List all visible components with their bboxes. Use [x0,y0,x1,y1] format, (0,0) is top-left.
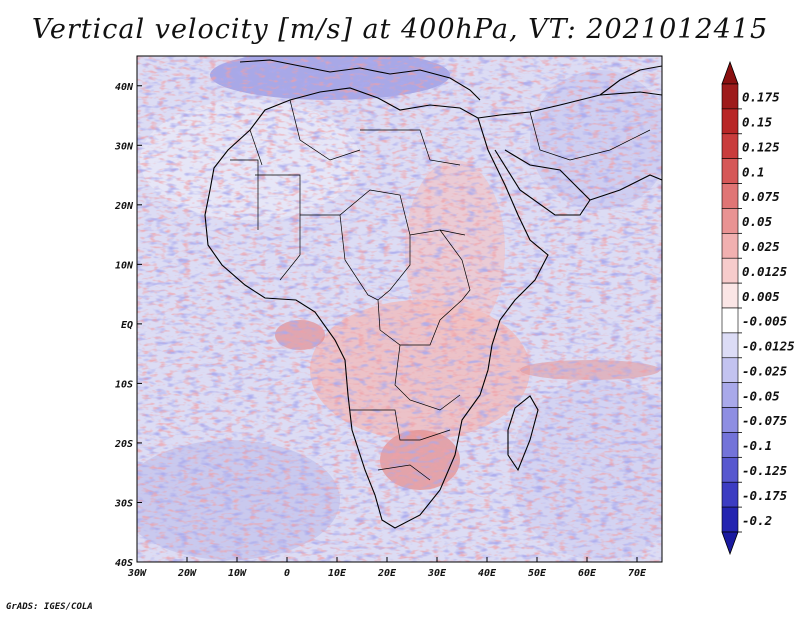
lon-tick-label: 30E [427,568,447,579]
colorbar-min-arrow [721,531,739,556]
colorbar-label: 0.05 [742,214,773,229]
colorbar-label: -0.175 [742,488,788,503]
credit-label: GrADS: IGES/COLA [6,602,93,612]
colorbar-swatch [721,382,739,408]
lat-tick-label: 40S [115,558,133,569]
colorbar-label: -0.125 [742,463,788,478]
colorbar-label: -0.0125 [742,339,795,354]
colorbar-label: 0.075 [742,189,780,204]
lon-tick-label: 10W [228,568,247,579]
colorbar-label: -0.2 [742,513,772,528]
lat-tick-label: 10S [115,379,133,390]
colorbar-label: -0.05 [742,388,780,403]
map-title: Vertical velocity [m/s] at 400hPa, VT: 2… [31,14,769,45]
colorbar-label: 0.025 [742,239,780,254]
colorbar-label: 0.15 [742,115,773,130]
coastlines [204,59,662,529]
colorbar-swatch [721,108,739,135]
lon-tick-label: 20E [377,568,397,579]
colorbar-label: -0.075 [742,413,788,428]
colorbar-swatch [721,407,739,433]
colorbar-swatch [721,282,739,309]
colorbar-swatch [721,233,739,259]
colorbar-swatch [721,332,739,359]
colorbar-label: -0.1 [742,438,772,453]
lat-tick-label: 20S [114,439,133,450]
lat-tick-label: 20N [114,201,134,212]
colorbar-label: 0.0125 [742,264,788,279]
map-figure: 30W 20W 10W 0 10E 20E 30E 40E 50E 60E 70E 40N 30N 20… [114,55,795,579]
lat-tick-label: 10N [115,260,134,271]
colorbar-swatch [721,357,739,383]
lat-tick-label: 30S [114,498,133,509]
lon-tick-label: 70E [628,568,647,579]
lon-tick-label: 0 [284,568,290,579]
colorbar: 0.175 0.15 0.125 0.1 0.075 0.05 0.025 0.0125 0.0… [721,60,795,556]
lon-axis: 30W 20W 10W 0 10E 20E 30E 40E 50E 60E 70E [127,557,647,579]
lon-tick-label: 50E [528,568,547,579]
colorbar-swatch [721,307,739,334]
lat-tick-label: 30N [114,141,134,152]
lon-tick-label: 60E [578,568,597,579]
colorbar-swatch [721,183,739,209]
colorbar-swatch [721,83,739,110]
colorbar-label: 0.005 [742,289,780,304]
lon-tick-label: 10E [328,568,347,579]
velocity-field [137,56,662,562]
lon-tick-label: 40E [478,568,497,579]
colorbar-swatch [721,506,739,533]
colorbar-swatch [721,158,739,184]
lon-tick-label: 30W [127,568,147,579]
lon-tick-label: 20W [177,568,197,579]
colorbar-swatch [721,432,739,458]
country-borders [230,99,651,481]
colorbar-swatch [721,257,739,284]
lat-tick-label: EQ [121,320,133,331]
colorbar-label: 0.125 [742,139,780,154]
colorbar-swatch [721,208,739,234]
colorbar-max-arrow [721,60,739,85]
colorbar-swatch [721,133,739,159]
plot-frame [136,55,663,563]
colorbar-swatch [721,481,739,508]
lat-tick-label: 40N [115,82,134,93]
colorbar-label: -0.005 [742,314,788,329]
colorbar-label: 0.1 [742,164,765,179]
colorbar-swatch [721,457,739,483]
colorbar-label: -0.025 [742,363,788,378]
colorbar-label: 0.175 [742,90,780,105]
lat-axis: 40N 30N 20N 10N EQ 10S 20S 30S 40S [114,82,142,569]
